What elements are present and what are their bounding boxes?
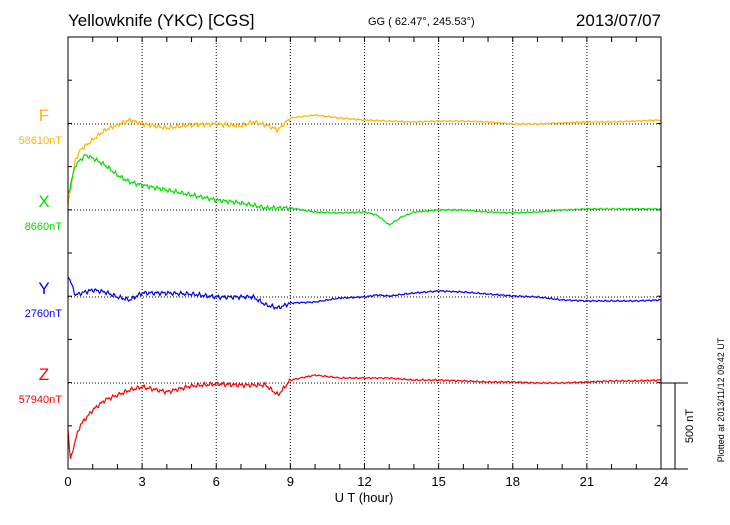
series-line-z [67,373,662,460]
x-tick-label: 15 [431,474,445,489]
x-tick-label: 18 [506,474,520,489]
plot-frame [67,36,662,470]
x-tick-label: 12 [357,474,371,489]
series-labels: F 58610nT X 8660nT Y 2760nT Z 57940nT [19,106,63,406]
series-name-x: X [38,192,49,211]
x-tick-label: 0 [64,474,71,489]
x-tick-label: 3 [139,474,146,489]
x-tick-label: 21 [580,474,594,489]
chart-date: 2013/07/07 [576,11,661,30]
scale-bar-label: 500 nT [684,409,696,444]
series-baseline-x: 8660nT [25,221,63,233]
x-axis-label: U T (hour) [335,490,394,505]
series-line-x [67,153,662,226]
series-name-y: Y [38,279,49,298]
series-baseline-z: 57940nT [19,394,63,406]
x-tick-label: 24 [654,474,668,489]
series-line-y [67,276,662,311]
x-tick-label: 6 [213,474,220,489]
x-tick-labels: 0 3 6 9 12 15 18 21 24 [64,474,668,489]
plotted-note: Plotted at 2013/11/12 09:42 UT [716,337,726,462]
series-lines [67,113,662,460]
series-line-f [67,113,662,205]
series-name-z: Z [39,365,49,384]
grid [67,37,662,470]
series-name-f: F [39,106,49,125]
station-coords: GG ( 62.47°, 245.53°) [368,16,475,28]
chart-title: Yellowknife (YKC) [CGS] [68,11,254,30]
series-baseline-y: 2760nT [25,308,63,320]
x-tick-label: 9 [287,474,294,489]
series-baseline-f: 58610nT [19,135,63,147]
scale-bar: 500 nT [661,382,696,470]
